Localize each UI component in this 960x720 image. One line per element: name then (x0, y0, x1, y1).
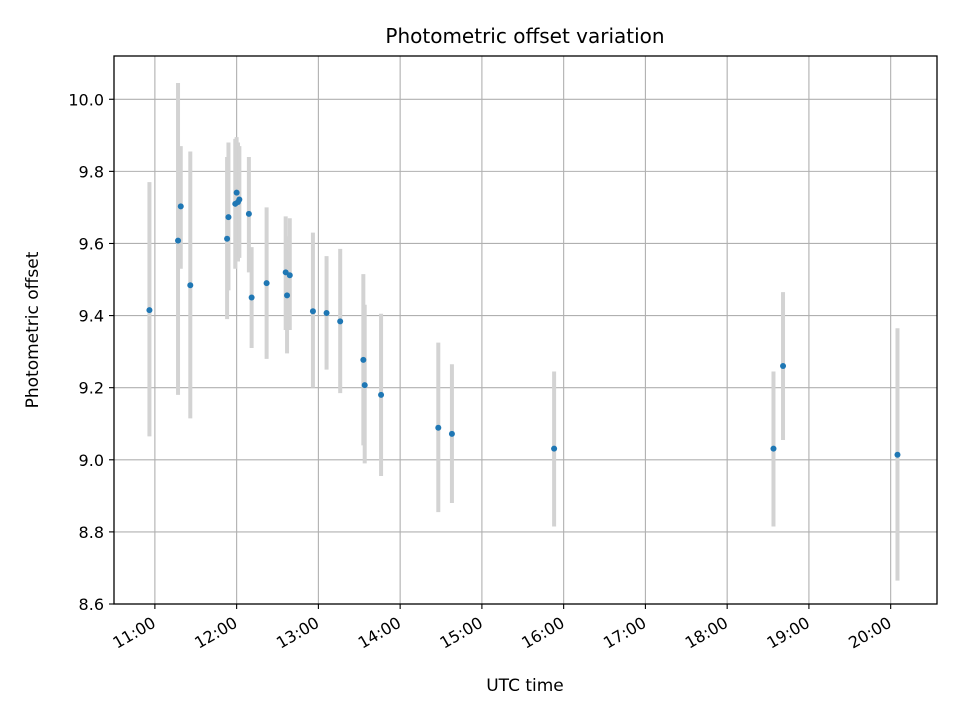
plot-frame (113, 55, 938, 605)
data-point (245, 210, 252, 217)
y-tick-label: 8.6 (79, 595, 104, 614)
data-point (187, 282, 194, 289)
y-tick-label: 10.0 (68, 90, 104, 109)
data-point (284, 292, 291, 299)
data-point (263, 280, 270, 287)
data-point (448, 430, 455, 437)
data-point (551, 445, 558, 452)
data-point (236, 196, 243, 203)
y-axis-ticks: 8.6 8.8 9.0 9.2 9.4 9.6 9.8 10.0 (68, 90, 114, 614)
y-tick-label: 8.8 (79, 523, 104, 542)
data-point (435, 424, 442, 431)
y-tick-label: 9.4 (79, 307, 104, 326)
y-tick-label: 9.0 (79, 451, 104, 470)
data-point (177, 203, 184, 210)
data-point (770, 445, 777, 452)
data-point (286, 272, 293, 279)
data-point (146, 307, 153, 314)
data-point (233, 189, 240, 196)
data-point (780, 363, 787, 370)
data-point (360, 356, 367, 363)
data-point (175, 237, 182, 244)
data-point (248, 294, 255, 301)
y-tick-label: 9.2 (79, 379, 104, 398)
data-point (323, 310, 330, 317)
data-point (309, 308, 316, 315)
data-point (225, 214, 232, 221)
data-points (146, 189, 901, 458)
data-point (224, 235, 231, 242)
y-tick-label: 9.6 (79, 234, 104, 253)
chart-title: Photometric offset variation (385, 24, 664, 48)
data-point (337, 318, 344, 325)
data-point (361, 382, 368, 389)
x-axis-label: UTC time (486, 676, 564, 696)
data-point (894, 451, 901, 458)
data-point (378, 391, 385, 398)
y-tick-label: 9.8 (79, 162, 104, 181)
y-axis-label: Photometric offset (23, 251, 43, 408)
